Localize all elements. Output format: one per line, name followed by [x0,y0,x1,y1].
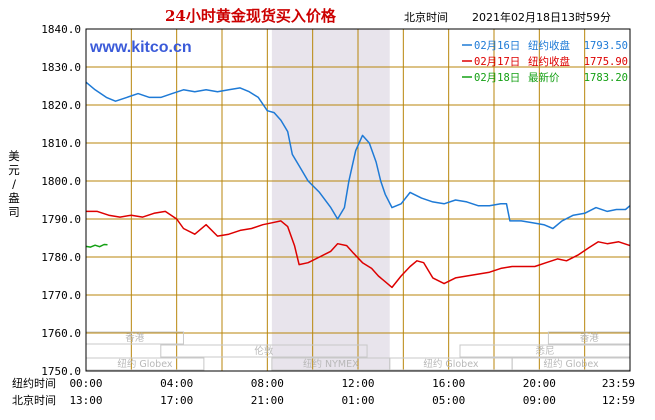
nymex-session-shade [271,29,390,371]
session-london: 伦敦 [160,344,368,358]
x-tick-ny-label: 23:59 [602,377,635,390]
legend-date-2: 02月17日 [474,56,520,68]
y-tick-label: 1820.0 [41,99,81,112]
x-tick-bj-label: 21:00 [251,394,284,407]
y-axis-label-char: 司 [8,205,20,219]
x-tick-ny-label: 16:00 [432,377,465,390]
chart-title: 24小时黄金现货买入价格 [165,7,337,25]
x-tick-bj-label: 17:00 [160,394,193,407]
y-tick-label: 1810.0 [41,137,81,150]
timezone-label: 北京时间 [404,10,448,24]
series-line-3 [85,243,108,248]
legend-value-2: 1775.90 [584,56,628,68]
y-axis-label-char: / [12,177,16,191]
y-axis-label-char: 盎 [8,191,20,205]
y-axis-label-char: 美 [8,149,20,163]
x-tick-ny-label: 20:00 [523,377,556,390]
session-hongkong-early-label: 香港 [125,332,145,344]
series-line-1 [85,81,631,230]
legend-date-1: 02月16日 [474,40,520,52]
legend-date-3: 02月18日 [474,72,520,84]
x-tick-bj-label: 01:00 [341,394,374,407]
session-ny-globex-2-label: 纽约 Globex [423,358,479,370]
legend: 02月16日 纽约收盘 1793.50 02月17日 纽约收盘 1775.90 02月18日… [462,39,628,84]
y-tick-label: 1840.0 [41,23,81,36]
website-watermark: www.kitco.cn [89,39,192,56]
x-tick-bj-label: 05:00 [432,394,465,407]
x-axis-row2-label: 北京时间 [12,393,56,407]
plot-frame [85,28,631,372]
session-ny-globex-1-label: 纽约 Globex [117,358,173,370]
session-ny-globex-3-label: 纽约 Globex [543,358,599,370]
legend-label-1: 纽约收盘 [528,39,570,52]
y-axis-ticks: 1840.0 1830.0 1820.0 1810.0 1800.0 1790.0 1780… [41,23,81,378]
legend-label-3: 最新价 [528,71,560,84]
legend-value-1: 1793.50 [584,40,628,52]
session-sydney-label: 悉尼 [535,345,554,357]
y-tick-label: 1750.0 [41,365,81,378]
x-tick-bj-label: 09:00 [523,394,556,407]
session-hongkong-late-label: 香港 [580,332,600,344]
y-tick-label: 1760.0 [41,327,81,340]
x-tick-bj-label: 12:59 [602,394,635,407]
legend-value-3: 1783.20 [584,72,628,84]
x-axis: 纽约时间 北京时间 00:00 13:00 04:00 17:00 08:00 21:00… [12,376,635,407]
y-tick-label: 1770.0 [41,289,81,302]
x-tick-bj-label: 13:00 [69,394,102,407]
y-axis-label-char: 元 [8,163,20,177]
series-line-2 [86,210,631,289]
legend-label-2: 纽约收盘 [528,55,570,68]
timestamp: 2021年02月18日13时59分 [472,10,611,24]
x-axis-row1-label: 纽约时间 [12,376,56,390]
x-tick-ny-label: 08:00 [251,377,284,390]
y-tick-label: 1800.0 [41,175,81,188]
y-tick-label: 1780.0 [41,251,81,264]
session-london-label: 伦敦 [254,345,274,357]
session-london-box [160,344,368,358]
x-tick-ny-label: 12:00 [341,377,374,390]
price-series [85,81,631,289]
y-tick-label: 1790.0 [41,213,81,226]
x-tick-ny-label: 00:00 [69,377,102,390]
session-ny-nymex-label: 纽约 NYMEX [303,358,359,370]
x-tick-ny-label: 04:00 [160,377,193,390]
y-tick-label: 1830.0 [41,61,81,74]
y-axis-label: 美元/盎司 [8,149,20,219]
